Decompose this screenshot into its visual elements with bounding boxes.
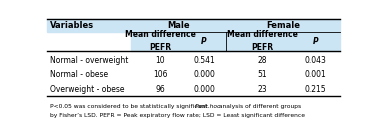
Text: 0.000: 0.000 [193, 85, 215, 94]
Text: 0.000: 0.000 [193, 70, 215, 79]
Text: Normal - overweight: Normal - overweight [50, 56, 129, 65]
Text: P<0.05 was considered to be statistically significant.: P<0.05 was considered to be statisticall… [50, 104, 211, 109]
Text: PEFR: PEFR [149, 43, 171, 52]
Text: PEFR: PEFR [251, 43, 274, 52]
Text: analysis of different groups: analysis of different groups [217, 104, 301, 109]
Bar [131, 32, 226, 51]
Text: Overweight - obese: Overweight - obese [50, 85, 125, 94]
Text: 23: 23 [258, 85, 267, 94]
Text: 0.043: 0.043 [304, 56, 326, 65]
Text: 106: 106 [153, 70, 167, 79]
Text: P: P [201, 37, 207, 46]
Text: Normal - obese: Normal - obese [50, 70, 108, 79]
Text: Mean difference: Mean difference [125, 30, 195, 39]
Text: Female: Female [266, 21, 300, 30]
Text: 51: 51 [258, 70, 267, 79]
Text: by Fisher’s LSD. PEFR = Peak expiratory flow rate; LSD = Least significant diffe: by Fisher’s LSD. PEFR = Peak expiratory … [50, 113, 305, 118]
Text: 0.001: 0.001 [304, 70, 326, 79]
Text: Variables: Variables [50, 21, 94, 30]
Text: 28: 28 [258, 56, 267, 65]
Text: 0.541: 0.541 [193, 56, 215, 65]
Text: 0.215: 0.215 [305, 85, 326, 94]
Text: Male: Male [167, 21, 190, 30]
Text: 10: 10 [155, 56, 165, 65]
Text: P: P [313, 37, 318, 46]
Bar [226, 32, 340, 51]
Bar [47, 18, 340, 32]
Text: 96: 96 [155, 85, 165, 94]
Text: Mean difference: Mean difference [227, 30, 298, 39]
Text: Post hoc: Post hoc [195, 104, 220, 109]
